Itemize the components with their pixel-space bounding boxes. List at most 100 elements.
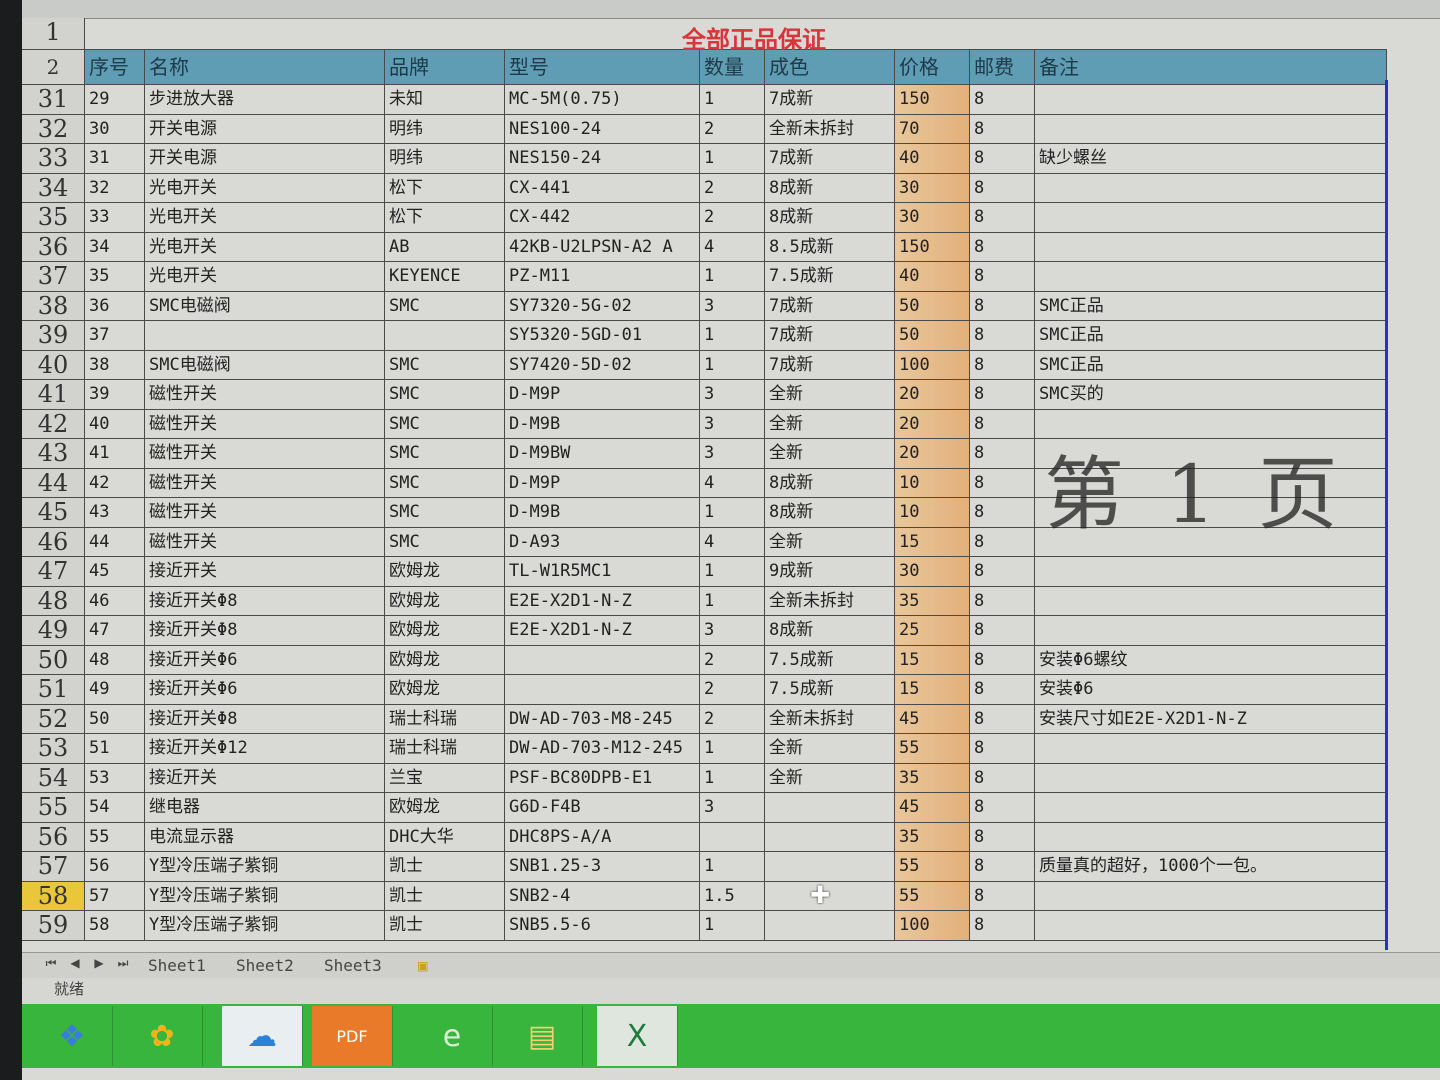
name-cell[interactable]: SMC电磁阀 xyxy=(145,350,385,379)
row-number[interactable]: 42 xyxy=(22,409,85,438)
model-cell[interactable]: CX-442 xyxy=(505,203,700,232)
price-cell[interactable]: 45 xyxy=(895,793,970,822)
seq-cell[interactable]: 30 xyxy=(85,114,145,143)
model-cell[interactable]: SY5320-5GD-01 xyxy=(505,321,700,350)
model-cell[interactable]: D-M9B xyxy=(505,409,700,438)
notes-cell[interactable] xyxy=(1035,881,1387,910)
row-number[interactable]: 41 xyxy=(22,380,85,409)
shipping-cell[interactable]: 8 xyxy=(970,793,1035,822)
price-cell[interactable]: 45 xyxy=(895,704,970,733)
qty-cell[interactable]: 1 xyxy=(700,498,765,527)
seq-cell[interactable]: 40 xyxy=(85,409,145,438)
price-cell[interactable]: 40 xyxy=(895,144,970,173)
qty-cell[interactable]: 2 xyxy=(700,114,765,143)
shipping-cell[interactable]: 8 xyxy=(970,114,1035,143)
notes-cell[interactable] xyxy=(1035,468,1387,497)
condition-cell[interactable]: 8成新 xyxy=(765,498,895,527)
column-header-bar[interactable] xyxy=(22,0,1440,19)
qty-cell[interactable]: 3 xyxy=(700,439,765,468)
condition-cell[interactable]: 8成新 xyxy=(765,616,895,645)
shipping-cell[interactable]: 8 xyxy=(970,498,1035,527)
condition-cell[interactable]: 7.5成新 xyxy=(765,675,895,704)
notes-cell[interactable] xyxy=(1035,262,1387,291)
condition-cell[interactable]: 8成新 xyxy=(765,173,895,202)
name-cell[interactable]: Y型冷压端子紫铜 xyxy=(145,852,385,881)
shipping-cell[interactable]: 8 xyxy=(970,734,1035,763)
cloud-icon[interactable]: ☁ xyxy=(222,1006,303,1066)
brand-cell[interactable]: 明纬 xyxy=(385,114,505,143)
price-cell[interactable]: 50 xyxy=(895,291,970,320)
condition-cell[interactable]: 全新 xyxy=(765,380,895,409)
browser-icon[interactable]: e xyxy=(412,1006,493,1066)
shipping-cell[interactable]: 8 xyxy=(970,173,1035,202)
notes-cell[interactable] xyxy=(1035,232,1387,261)
shipping-cell[interactable]: 8 xyxy=(970,704,1035,733)
model-cell[interactable]: E2E-X2D1-N-Z xyxy=(505,586,700,615)
qty-cell[interactable]: 4 xyxy=(700,468,765,497)
model-cell[interactable]: PZ-M11 xyxy=(505,262,700,291)
condition-cell[interactable] xyxy=(765,881,895,910)
shipping-cell[interactable]: 8 xyxy=(970,409,1035,438)
brand-cell[interactable] xyxy=(385,321,505,350)
name-cell[interactable]: SMC电磁阀 xyxy=(145,291,385,320)
price-cell[interactable]: 100 xyxy=(895,350,970,379)
notes-cell[interactable] xyxy=(1035,439,1387,468)
name-cell[interactable]: 接近开关Φ6 xyxy=(145,645,385,674)
row-number[interactable]: 48 xyxy=(22,586,85,615)
name-cell[interactable]: 磁性开关 xyxy=(145,498,385,527)
qty-cell[interactable]: 2 xyxy=(700,675,765,704)
qty-cell[interactable]: 1 xyxy=(700,350,765,379)
price-cell[interactable]: 15 xyxy=(895,675,970,704)
notes-cell[interactable] xyxy=(1035,734,1387,763)
notes-cell[interactable]: SMC正品 xyxy=(1035,291,1387,320)
qty-cell[interactable]: 3 xyxy=(700,409,765,438)
qty-cell[interactable]: 1 xyxy=(700,911,765,940)
name-cell[interactable]: 步进放大器 xyxy=(145,85,385,114)
seq-cell[interactable]: 35 xyxy=(85,262,145,291)
brand-cell[interactable]: SMC xyxy=(385,350,505,379)
model-cell[interactable]: D-M9P xyxy=(505,468,700,497)
row-number[interactable]: 34 xyxy=(22,173,85,202)
price-cell[interactable]: 20 xyxy=(895,409,970,438)
condition-cell[interactable]: 7成新 xyxy=(765,85,895,114)
notes-cell[interactable] xyxy=(1035,498,1387,527)
shipping-cell[interactable]: 8 xyxy=(970,262,1035,291)
brand-cell[interactable]: SMC xyxy=(385,409,505,438)
qty-cell[interactable]: 4 xyxy=(700,527,765,556)
seq-cell[interactable]: 50 xyxy=(85,704,145,733)
model-cell[interactable]: DHC8PS-A/A xyxy=(505,822,700,851)
name-cell[interactable]: Y型冷压端子紫铜 xyxy=(145,911,385,940)
model-cell[interactable]: DW-AD-703-M12-245 xyxy=(505,734,700,763)
model-cell[interactable]: CX-441 xyxy=(505,173,700,202)
model-cell[interactable]: D-M9BW xyxy=(505,439,700,468)
notes-cell[interactable]: 安装Φ6螺纹 xyxy=(1035,645,1387,674)
name-cell[interactable]: 磁性开关 xyxy=(145,527,385,556)
price-cell[interactable]: 20 xyxy=(895,380,970,409)
row-number[interactable]: 45 xyxy=(22,498,85,527)
notes-cell[interactable]: SMC正品 xyxy=(1035,321,1387,350)
qty-cell[interactable]: 1 xyxy=(700,586,765,615)
row-number[interactable]: 2 xyxy=(22,50,85,84)
qty-cell[interactable]: 3 xyxy=(700,291,765,320)
row-number[interactable]: 57 xyxy=(22,852,85,881)
row-number[interactable]: 59 xyxy=(22,911,85,940)
name-cell[interactable]: 接近开关 xyxy=(145,557,385,586)
qty-cell[interactable]: 1 xyxy=(700,852,765,881)
condition-cell[interactable]: 7.5成新 xyxy=(765,262,895,291)
seq-cell[interactable]: 55 xyxy=(85,822,145,851)
price-cell[interactable]: 55 xyxy=(895,852,970,881)
seq-cell[interactable]: 45 xyxy=(85,557,145,586)
qty-cell[interactable]: 2 xyxy=(700,645,765,674)
price-cell[interactable]: 15 xyxy=(895,645,970,674)
row-number[interactable]: 49 xyxy=(22,616,85,645)
seq-cell[interactable]: 53 xyxy=(85,763,145,792)
notes-cell[interactable] xyxy=(1035,114,1387,143)
brand-cell[interactable]: 欧姆龙 xyxy=(385,557,505,586)
qty-cell[interactable]: 1 xyxy=(700,144,765,173)
notes-cell[interactable]: SMC买的 xyxy=(1035,380,1387,409)
tab-sheet3[interactable]: Sheet3 xyxy=(324,956,382,975)
model-cell[interactable]: PSF-BC80DPB-E1 xyxy=(505,763,700,792)
notes-cell[interactable] xyxy=(1035,822,1387,851)
qty-cell[interactable]: 3 xyxy=(700,616,765,645)
price-cell[interactable]: 150 xyxy=(895,232,970,261)
